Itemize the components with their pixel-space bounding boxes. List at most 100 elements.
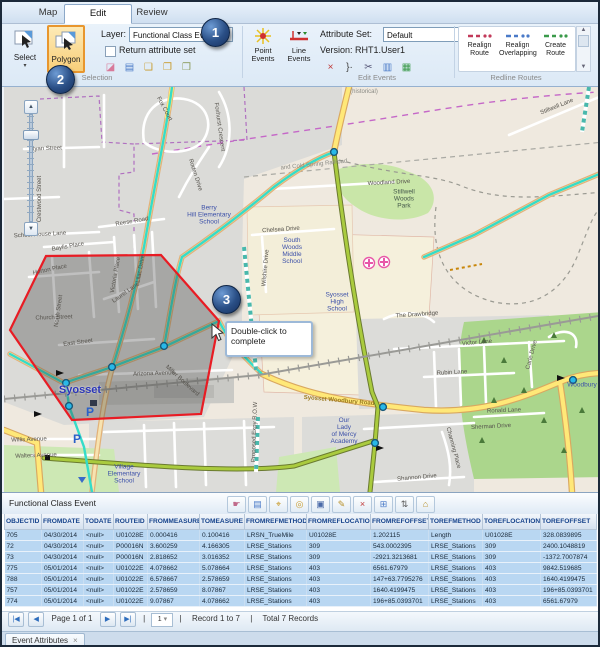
scroll-up-icon[interactable]: ▲ bbox=[580, 27, 587, 33]
hospital-icons bbox=[362, 255, 391, 270]
record-range-label: Record 1 to 7 bbox=[191, 614, 240, 623]
layer-label: Layer: bbox=[101, 29, 127, 39]
create-route-button[interactable]: Create Route bbox=[537, 29, 574, 69]
line-events-button[interactable]: Line Events bbox=[282, 25, 316, 73]
polygon-select-button[interactable]: Polygon ▾ bbox=[47, 25, 85, 73]
poi-triangle-icon bbox=[78, 477, 86, 483]
redline-routes-box: Realign Route Realign Overlapping Create R… bbox=[458, 26, 576, 72]
map-canvas[interactable]: Berry Hill Elementary School South Woods … bbox=[4, 87, 598, 492]
scroll-thumb[interactable] bbox=[578, 35, 589, 47]
prev-page-button[interactable]: ◀ bbox=[28, 612, 45, 627]
column-header-frommeasure[interactable]: FROMMEASURE bbox=[147, 514, 200, 530]
ribbon-tab-bar: Map Edit Review bbox=[2, 2, 598, 24]
merge-events-icon[interactable]: }· bbox=[346, 62, 353, 73]
edit-events-group-label: Edit Events bbox=[358, 73, 396, 82]
column-header-routeid[interactable]: ROUTEID bbox=[113, 514, 148, 530]
redline-scrollbar[interactable]: ▲ ▼ bbox=[576, 26, 591, 72]
ribbon-tab-edit[interactable]: Edit bbox=[64, 4, 132, 24]
table-row[interactable]: 775 05/01/2014 <null> U01022E 4.078662 5.0786… bbox=[4, 562, 597, 574]
table-row[interactable]: 72 04/30/2014 <null> P00016N 3.600259 4.16630… bbox=[4, 540, 597, 552]
last-page-button[interactable]: ▶| bbox=[119, 612, 136, 627]
map-graphics bbox=[4, 87, 598, 492]
split-event-icon[interactable]: × bbox=[327, 62, 334, 73]
page-number-dropdown[interactable]: 1 ▾ bbox=[151, 613, 174, 627]
table-row[interactable]: 774 05/01/2014 <null> U01022E 9.07867 4.07866… bbox=[4, 595, 597, 607]
realign-route-button[interactable]: Realign Route bbox=[461, 29, 498, 69]
event-table-icon[interactable]: ▦ bbox=[401, 62, 412, 73]
column-header-todate[interactable]: TODATE bbox=[83, 514, 114, 530]
map-zoom-slider[interactable]: ▲ ▼ bbox=[23, 100, 39, 236]
zoom-in-icon[interactable]: ▲ bbox=[24, 100, 38, 114]
column-header-torefoffset[interactable]: TOREFOFFSET bbox=[540, 514, 597, 530]
clear-selection-icon[interactable]: ◪ bbox=[105, 62, 116, 73]
callout-2: 2 bbox=[46, 65, 75, 94]
select-by-attribute-icon[interactable]: ❏ bbox=[144, 62, 153, 73]
edit-records-icon[interactable]: ✎ bbox=[332, 496, 351, 513]
pointer-tool-icon[interactable]: ☛ bbox=[227, 496, 246, 513]
next-page-button[interactable]: ▶ bbox=[99, 612, 116, 627]
column-header-tomeasure[interactable]: TOMEASURE bbox=[199, 514, 245, 530]
zoom-slider-handle[interactable] bbox=[23, 130, 39, 140]
point-events-button[interactable]: Point Events bbox=[246, 25, 280, 73]
column-header-fromrefoffset[interactable]: FROMREFOFFSET bbox=[370, 514, 429, 530]
version-label: Version: RHT1.User1 bbox=[320, 45, 406, 55]
edit-events-icon-row: × }· ✂ ▥ ▦ bbox=[322, 57, 417, 76]
select-button[interactable]: Select ▾ bbox=[6, 25, 44, 73]
column-header-fromdate[interactable]: FROMDATE bbox=[41, 514, 84, 530]
panel-tab-bar: Event Attributes × bbox=[2, 631, 598, 645]
table-row[interactable]: 757 05/01/2014 <null> U01022E 2.578659 8.0786… bbox=[4, 584, 597, 596]
column-header-fromreflocation[interactable]: FROMREFLOCATION bbox=[306, 514, 371, 530]
select-by-attribute-icon[interactable]: ⌖ bbox=[269, 496, 288, 513]
close-icon[interactable]: × bbox=[73, 636, 78, 645]
page-label: Page 1 of 1 bbox=[51, 614, 93, 623]
redline-dash-icon bbox=[467, 33, 492, 39]
first-page-button[interactable]: |◀ bbox=[8, 612, 24, 627]
save-icon[interactable]: ▣ bbox=[311, 496, 330, 513]
chevron-down-icon: ▾ bbox=[163, 616, 168, 623]
attribute-table-icon[interactable]: ▤ bbox=[248, 496, 267, 513]
ribbon-tab-review[interactable]: Review bbox=[136, 7, 168, 18]
sort-icon[interactable]: ⇅ bbox=[395, 496, 414, 513]
attribute-set-label: Attribute Set: bbox=[320, 29, 373, 39]
scroll-down-icon[interactable]: ▼ bbox=[580, 64, 587, 70]
redline-dash-icon bbox=[543, 33, 568, 39]
tab-event-attributes[interactable]: Event Attributes × bbox=[5, 633, 85, 645]
delete-records-icon[interactable]: × bbox=[353, 496, 372, 513]
selection-group-label: Selection bbox=[81, 73, 113, 82]
realign-overlapping-button[interactable]: Realign Overlapping bbox=[499, 29, 537, 69]
redline-group-label: Redline Routes bbox=[490, 73, 542, 82]
column-header-objectid[interactable]: OBJECTID bbox=[4, 514, 42, 530]
chevron-down-icon: ▾ bbox=[23, 63, 27, 69]
cursor-icon bbox=[211, 322, 225, 347]
table-row[interactable]: 705 04/30/2014 <null> U01028E 0.000416 0.1004… bbox=[4, 529, 597, 541]
add-record-icon[interactable]: ⊞ bbox=[374, 496, 393, 513]
zoom-out-icon[interactable]: ▼ bbox=[24, 222, 38, 236]
panel-title: Functional Class Event bbox=[9, 498, 96, 508]
line-events-icon bbox=[282, 27, 316, 47]
table-row[interactable]: 788 05/01/2014 <null> U01022E 6.578667 2.5786… bbox=[4, 573, 597, 585]
return-attribute-set-checkbox[interactable] bbox=[105, 46, 116, 57]
panel-toolbar: ☛ ▤ ⌖ ◎ ▣ ✎ × ⊞ ⇅ ⌂ bbox=[227, 494, 437, 513]
direction-arrow-icons bbox=[34, 370, 565, 451]
select-by-location-icon[interactable]: ◎ bbox=[290, 496, 309, 513]
selection-list-icon[interactable]: ▤ bbox=[124, 62, 135, 73]
ribbon-tab-map[interactable]: Map bbox=[38, 7, 58, 18]
table-row[interactable]: 73 04/30/2014 <null> P00016N 2.818652 3.01635… bbox=[4, 551, 597, 563]
map-tooltip: Double-click to complete bbox=[225, 321, 313, 357]
open-icon[interactable]: ⌂ bbox=[416, 496, 435, 513]
train-station-icon bbox=[90, 400, 97, 406]
column-header-torefmethod[interactable]: TOREFMETHOD bbox=[428, 514, 483, 530]
column-header-fromrefmethod[interactable]: FROMREFMETHOD bbox=[244, 514, 307, 530]
polygon-tool-icon bbox=[54, 30, 78, 54]
redline-dash-icon bbox=[505, 33, 530, 39]
column-header-toreflocation[interactable]: TOREFLOCATION bbox=[482, 514, 541, 530]
select-by-location-icon[interactable]: ❐ bbox=[163, 62, 172, 73]
event-attributes-panel: Functional Class Event ☛ ▤ ⌖ ◎ ▣ ✎ × ⊞ ⇅ ⌂ OBJECT… bbox=[2, 492, 598, 645]
snap-event-icon[interactable]: ✂ bbox=[364, 62, 373, 73]
reselect-icon[interactable]: ❒ bbox=[182, 62, 191, 73]
table-pager: |◀ ◀ Page 1 of 1 ▶ ▶| | 1 ▾ | Record 1 t… bbox=[2, 611, 598, 632]
select-tool-icon bbox=[13, 28, 37, 52]
event-window-icon[interactable]: ▥ bbox=[382, 62, 393, 73]
route-node-icons bbox=[45, 147, 578, 460]
